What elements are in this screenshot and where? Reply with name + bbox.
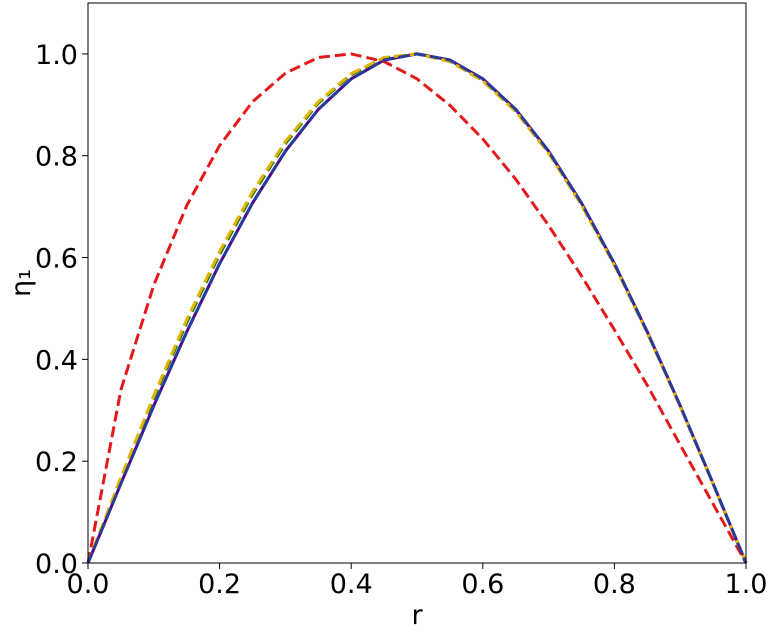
y-tick-label: 0.4 bbox=[35, 345, 78, 376]
x-tick-label: 0.6 bbox=[461, 569, 504, 600]
x-axis-label: r bbox=[411, 600, 423, 631]
y-tick-label: 1.0 bbox=[35, 40, 78, 71]
x-tick-label: 0.2 bbox=[198, 569, 241, 600]
plot-frame bbox=[87, 2, 747, 564]
x-tick-label: 0.8 bbox=[593, 569, 636, 600]
line-series bbox=[86, 52, 748, 564]
y-tick-label: 0.8 bbox=[35, 142, 78, 173]
x-tick-label: 0.0 bbox=[67, 569, 110, 600]
y-tick-label: 0.0 bbox=[35, 549, 78, 580]
line-series bbox=[86, 52, 748, 564]
y-tick-label: 0.2 bbox=[35, 447, 78, 478]
line-series bbox=[86, 52, 748, 564]
x-tick-label: 0.4 bbox=[330, 569, 373, 600]
y-tick-label: 0.6 bbox=[35, 244, 78, 275]
y-axis-label: η₁ bbox=[6, 269, 37, 297]
line-series bbox=[86, 52, 748, 564]
x-tick-label: 1.0 bbox=[725, 569, 768, 600]
line-series bbox=[86, 52, 748, 564]
